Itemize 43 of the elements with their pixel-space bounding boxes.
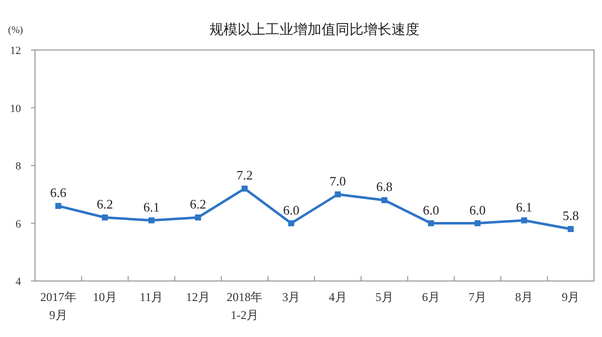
point [55,202,62,209]
data-label: 7.0 [330,173,346,188]
y-tick-label: 12 [10,45,21,57]
point [428,220,434,226]
data-label: 6.1 [516,199,532,214]
point [102,214,108,220]
data-label: 6.2 [96,196,113,212]
point [521,217,528,224]
x-tick-label: 2017年 9月 [40,290,76,322]
data-label: 6.0 [422,202,440,218]
x-tick-label: 6月 [422,290,440,304]
x-tick-label: 5月 [375,290,394,304]
point [288,220,294,226]
chart-title: 规模以上工业增加值同比增长速度 [210,22,420,38]
y-tick-label: 8 [16,160,22,172]
data-label: 6.0 [469,202,486,218]
point [381,197,388,204]
x-tick-label: 9月 [562,290,580,304]
point [195,214,202,220]
data-label: 6.6 [50,184,67,200]
x-tick-label: 4月 [328,290,347,304]
y-tick-label: 10 [10,102,22,115]
point [568,226,574,232]
data-label: 6.2 [190,196,206,212]
x-tick-label: 8月 [515,290,534,304]
y-axis-title: (%) [8,25,23,36]
point [334,191,341,198]
point [474,220,481,226]
y-tick-label: 4 [16,276,22,288]
data-label: 7.2 [236,168,253,183]
x-tick-label: 12月 [186,290,210,304]
point [242,186,248,192]
x-tick-label: 7月 [468,290,487,304]
data-label: 6.1 [143,199,160,214]
data-label: 6.8 [376,179,392,194]
x-tick-label: 11月 [140,290,164,304]
data-label: 5.8 [562,208,579,224]
y-tick-label: 6 [16,218,22,230]
x-tick-label: 2018年 1-2月 [226,290,263,322]
point [148,217,154,224]
x-tick-label: 3月 [282,290,300,304]
data-label: 6.0 [283,202,300,218]
x-tick-label: 10月 [92,290,117,304]
